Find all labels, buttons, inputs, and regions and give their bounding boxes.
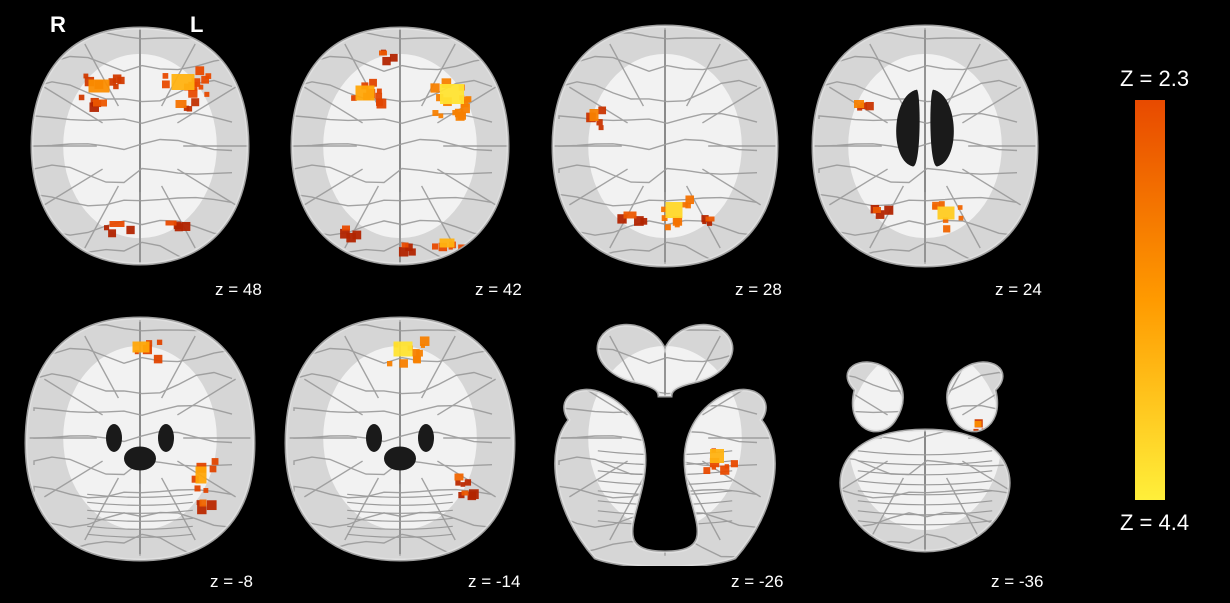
brain-slice: z = 28 — [545, 18, 785, 298]
brain-slice: z = 24 — [805, 18, 1045, 298]
slice-z-label: z = 28 — [735, 280, 782, 300]
slice-z-label: z = 42 — [475, 280, 522, 300]
slice-z-label: z = 24 — [995, 280, 1042, 300]
brain-slice: z = 48 — [20, 18, 260, 298]
brain-slice: z = 42 — [280, 18, 520, 298]
colorbar — [1135, 100, 1165, 505]
slice-z-label: z = -36 — [991, 572, 1043, 592]
brain-slice: z = -36 — [805, 310, 1045, 590]
brain-slice: z = -26 — [545, 310, 785, 590]
slice-z-label: z = -14 — [468, 572, 520, 592]
slice-z-label: z = -26 — [731, 572, 783, 592]
brain-slice: z = -14 — [280, 310, 520, 590]
slice-z-label: z = -8 — [210, 572, 253, 592]
colorbar-top-label: Z = 2.3 — [1120, 66, 1189, 92]
slice-z-label: z = 48 — [215, 280, 262, 300]
colorbar-bottom-label: Z = 4.4 — [1120, 510, 1189, 536]
brain-slice: z = -8 — [20, 310, 260, 590]
brain-activation-figure: R L z = 48z = 42z = 28z = 24z = -8z = -1… — [0, 0, 1230, 603]
